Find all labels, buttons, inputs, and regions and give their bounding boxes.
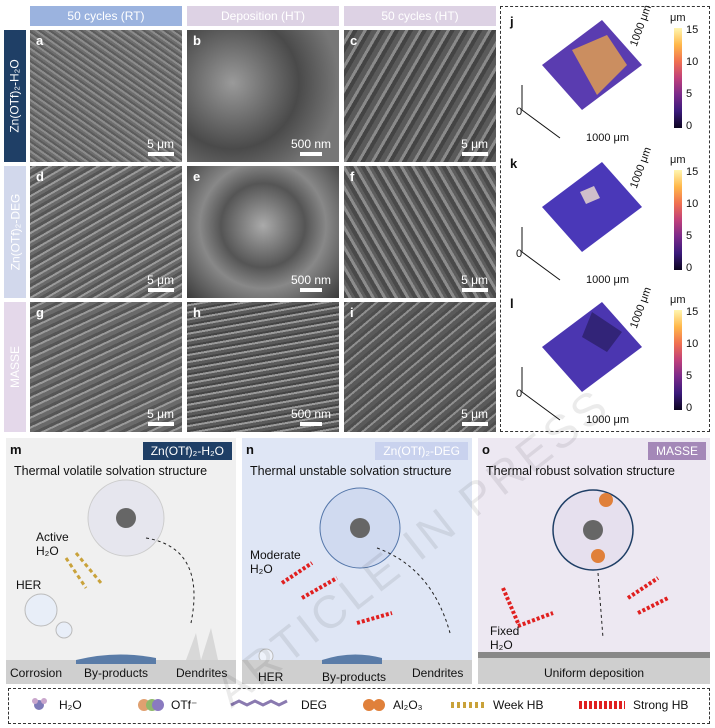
afm-frame bbox=[500, 6, 710, 432]
row-label-deg: Zn(OTf)₂-DEG bbox=[4, 166, 26, 298]
col-header-rt: 50 cycles (RT) bbox=[30, 6, 182, 26]
row-label-masse: MASSE bbox=[4, 302, 26, 432]
sem-panel-e: e 500 nm bbox=[187, 166, 339, 298]
afm-panel-l: l μm 15 10 5 0 0 1000 μm 1000 μm bbox=[510, 285, 699, 426]
sem-panel-b: b 500 nm bbox=[187, 30, 339, 162]
legend: H₂O OTf⁻ DEG Al₂O₃ Week HB Strong HB bbox=[8, 688, 710, 724]
afm-panel-k: k μm 15 10 5 0 0 1000 μm 1000 μm bbox=[510, 145, 699, 286]
schematic-panel-n: n Zn(OTf)₂-DEG Thermal unstable solvatio… bbox=[242, 438, 472, 684]
row-label-h2o: Zn(OTf)₂-H₂O bbox=[4, 30, 26, 162]
schematic-panel-m: m Zn(OTf)₂-H₂O Thermal volatile solvatio… bbox=[6, 438, 236, 684]
col-header-ht: 50 cycles (HT) bbox=[344, 6, 496, 26]
sem-panel-h: h 500 nm bbox=[187, 302, 339, 432]
afm-panel-j: j μm 15 10 5 0 0 1000 μm 1000 μm bbox=[510, 3, 699, 144]
schematic-panel-o: o MASSE Thermal robust solvation structu… bbox=[478, 438, 710, 684]
col-header-deposition: Deposition (HT) bbox=[187, 6, 339, 26]
